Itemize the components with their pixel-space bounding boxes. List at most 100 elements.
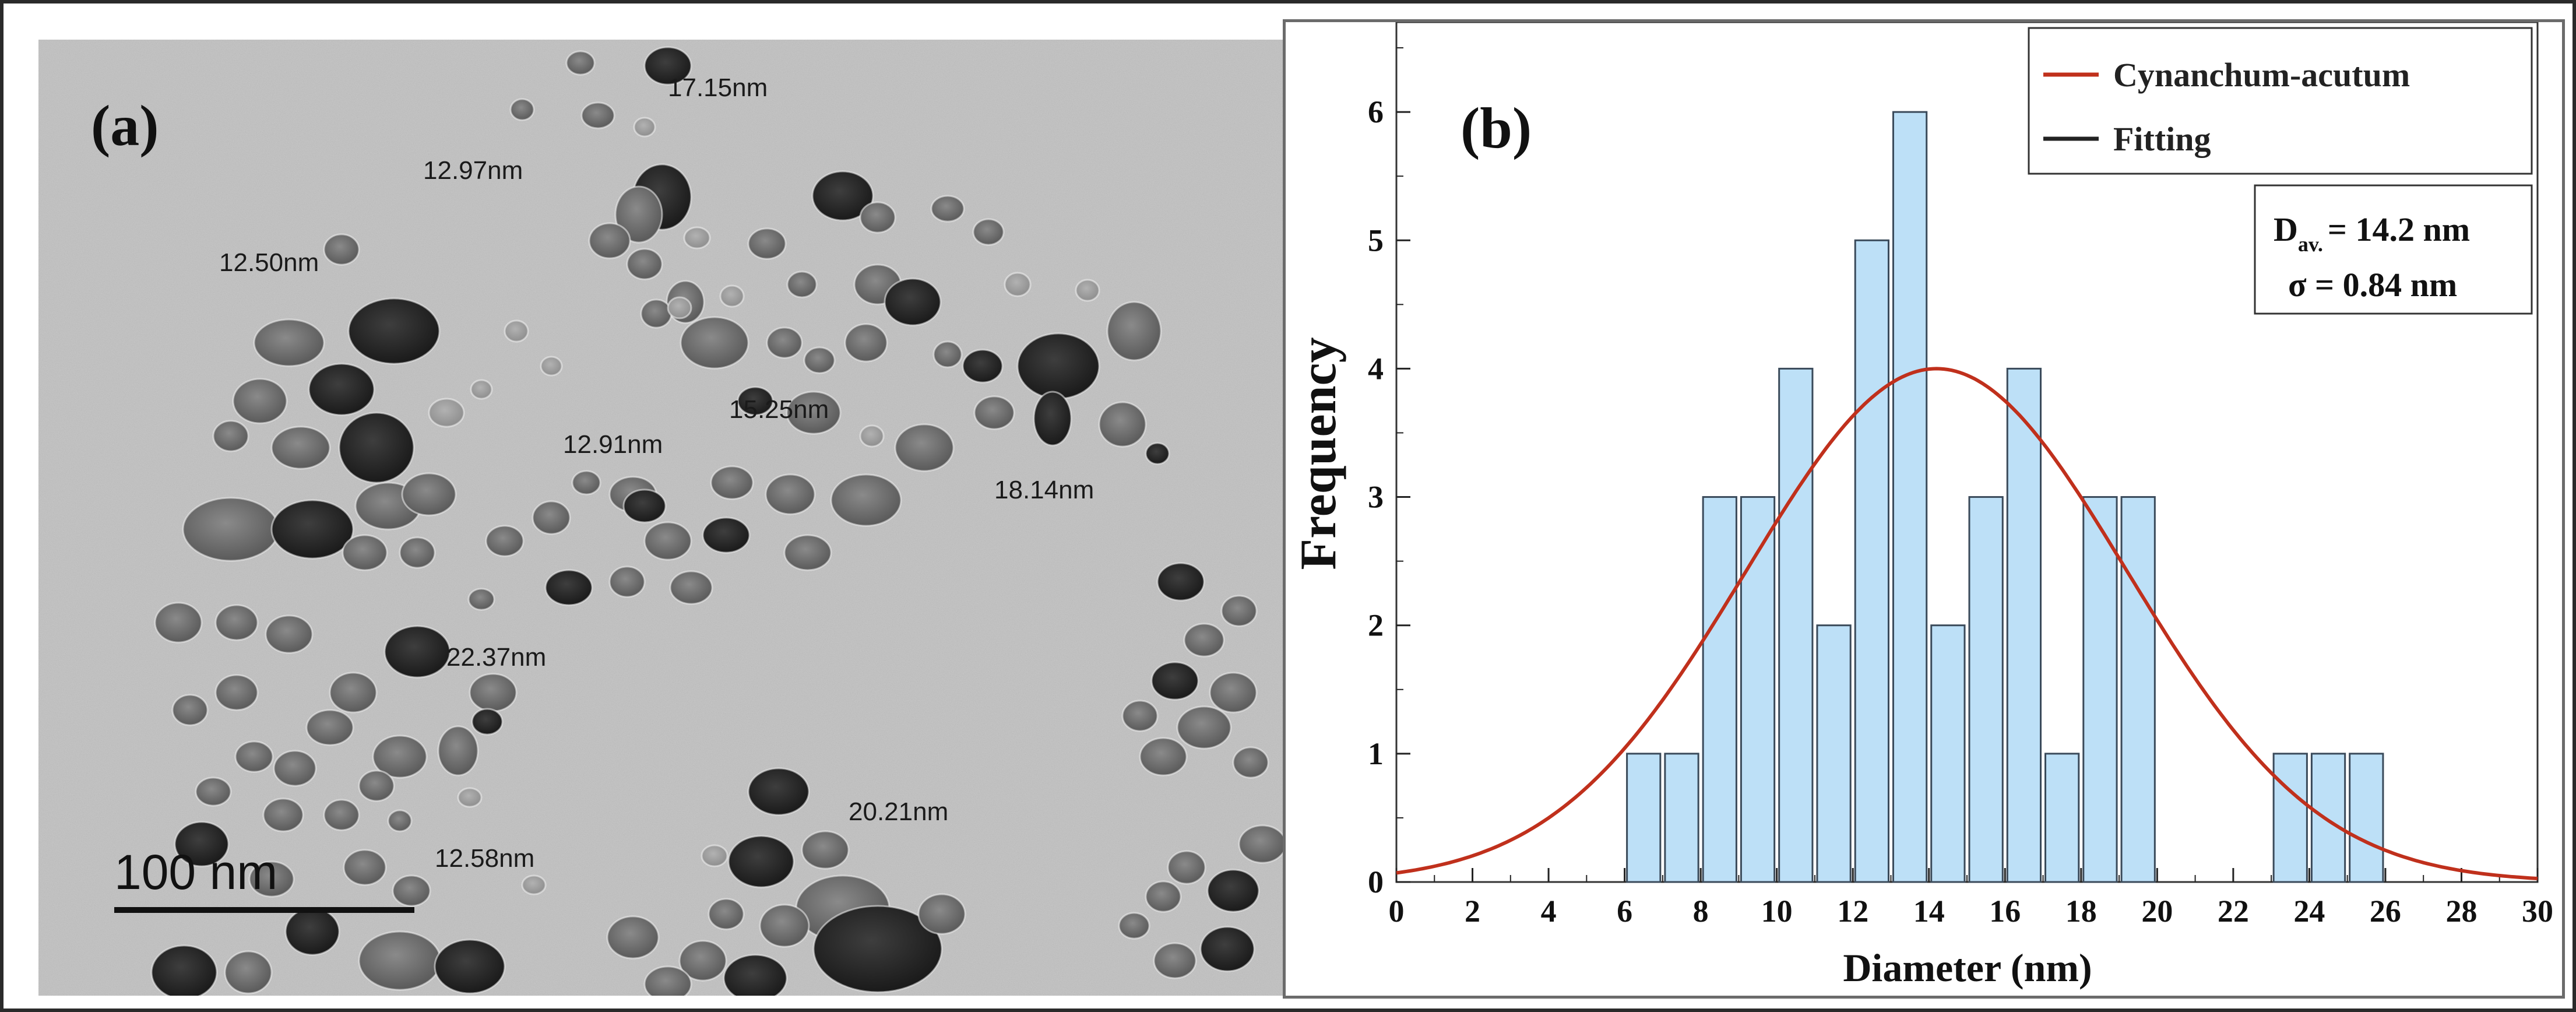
nanoparticle [1156,562,1205,602]
tem-image [38,40,1286,996]
legend: Cynanchum-acutum Fitting [2028,27,2533,175]
nanoparticle [469,673,518,712]
histogram-bar [1930,624,1966,883]
nanoparticle [273,750,317,787]
x-tick-label: 0 [1389,894,1405,929]
nanoparticle [1145,442,1170,465]
nanoparticle [1206,869,1260,913]
nanoparticle [1004,272,1032,297]
x-tick-label: 16 [1989,894,2021,929]
nanoparticle [683,226,711,250]
nanoparticle [262,797,304,832]
nanoparticle [710,465,754,500]
histogram-bar [2006,367,2042,883]
nanoparticle [338,412,415,484]
nanoparticle [708,898,745,930]
nanoparticle [1033,391,1072,447]
nanoparticle [214,674,259,711]
size-label: 20.21nm [849,797,949,826]
nanoparticle [284,907,340,956]
size-label: 12.97nm [423,156,523,185]
legend-box [2028,27,2533,175]
scale-bar-label: 100 nm [114,845,278,899]
nanoparticle [565,50,596,76]
nanoparticle [171,694,209,726]
legend-label-series: Cynanchum-acutum [2113,56,2410,94]
nanoparticle [1150,661,1199,701]
nanoparticle [392,874,431,907]
y-tick-label: 2 [1368,608,1384,643]
panel-b-letter: (b) [1461,96,1532,160]
nanoparticle [1118,912,1150,940]
histogram-bar [1740,496,1776,883]
histogram-bar [2082,496,2118,883]
tem-micrograph-panel: (a) 17.15nm 12.97nm 12.50nm 15.25nm 12.9… [38,40,1286,996]
nanoparticle [759,904,810,948]
nanoparticle [1209,672,1258,714]
nanoparticle [786,391,842,435]
nanoparticle [347,297,441,365]
nanoparticle [532,500,571,535]
histogram-bar [2044,753,2080,883]
nanoparticle [932,340,963,368]
nanoparticle [544,569,593,606]
nanoparticle [270,426,331,470]
nanoparticle [1199,926,1255,972]
nanoparticle [747,767,810,816]
x-tick-label: 4 [1541,894,1557,929]
nanoparticle [1139,737,1188,776]
nanoparticle [766,326,803,359]
nanoparticle [571,470,601,496]
stats-mean: Dav. = 14.2 nm [2274,210,2470,256]
nanoparticle [470,379,493,400]
nanoparticle [701,844,729,867]
nanoparticle [844,323,888,363]
histogram-bar [1968,496,2004,883]
nanoparticle [308,363,375,416]
nanoparticle [894,423,955,472]
nanoparticle [588,222,631,259]
nanoparticle [214,604,259,641]
nanoparticle [917,893,966,935]
nanoparticle [614,185,663,244]
nanoparticle [399,536,436,569]
y-tick-label: 0 [1368,865,1384,899]
panel-a-letter: (a) [91,93,159,158]
nanoparticle [972,218,1005,246]
nanoparticle [786,270,818,298]
nanoparticle [643,46,692,86]
nanoparticle [358,930,442,991]
nanoparticle [1098,401,1147,448]
x-tick-label: 24 [2293,894,2325,929]
nanoparticle [680,316,749,370]
nanoparticle [248,860,295,898]
y-tick-label: 4 [1368,351,1384,386]
size-label: 22.37nm [446,643,547,672]
nanoparticle [765,473,816,515]
fit-curve [1396,367,2538,880]
nanoparticle [633,117,656,138]
nanoparticle [224,950,273,995]
nanoparticle [253,318,325,367]
x-tick-label: 2 [1465,894,1480,929]
x-tick-label: 10 [1761,894,1793,929]
nanoparticle [830,473,902,527]
nanoparticle [521,874,547,895]
y-tick-label: 1 [1368,736,1384,771]
nanoparticle [1238,824,1286,864]
histogram-bar [2310,753,2346,883]
nanoparticle [383,625,451,679]
nanoparticle [485,525,525,557]
nanoparticle [973,395,1015,430]
nanoparticle [232,378,288,424]
nanoparticle [437,725,479,776]
nanoparticle [962,349,1004,384]
nanoparticle [1176,705,1232,750]
nanoparticle [467,588,495,611]
nanoparticle [884,277,942,326]
histogram-bar [1854,239,1889,883]
histogram-bar [1816,624,1852,883]
nanoparticle [859,424,885,448]
